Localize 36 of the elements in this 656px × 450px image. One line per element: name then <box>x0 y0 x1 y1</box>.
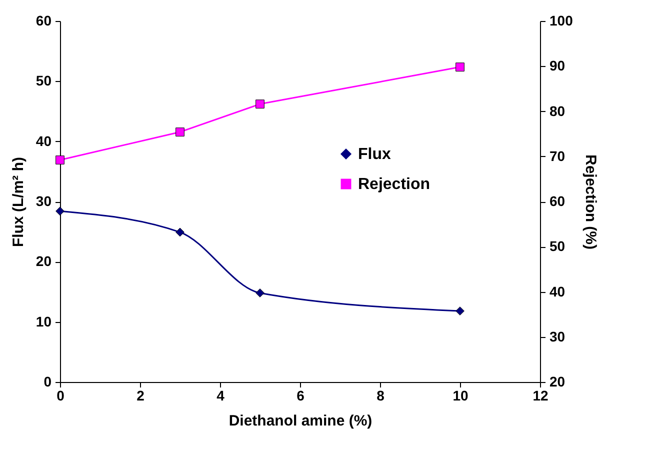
y-axis-title: Flux (L/m² h) <box>10 157 27 247</box>
y-tick-label: 40 <box>36 132 52 149</box>
x-tick-label: 2 <box>136 388 145 404</box>
x-tick-label: 6 <box>296 388 305 404</box>
y2-tick-label: 40 <box>550 283 566 300</box>
point <box>56 156 64 164</box>
y2-tick-label: 100 <box>550 12 574 28</box>
y-tick-label: 20 <box>36 253 52 270</box>
x-tick-label: 4 <box>216 388 225 404</box>
legend-label: Flux <box>358 146 391 163</box>
point <box>176 228 184 237</box>
y-tick-label: 10 <box>36 313 52 330</box>
y2-tick-label: 90 <box>550 58 566 74</box>
point <box>256 288 264 298</box>
x-tick-label: 10 <box>452 388 468 404</box>
y2-tick-label: 70 <box>550 148 566 164</box>
point <box>256 100 264 108</box>
y2-tick-label: 50 <box>550 238 566 254</box>
legend-label: Rejection <box>358 176 430 193</box>
point <box>56 206 64 216</box>
point <box>456 306 464 316</box>
x-tick-label: 12 <box>532 388 548 404</box>
y-tick-label: 60 <box>36 12 52 28</box>
y2-tick-label: 20 <box>550 374 566 390</box>
y-tick-label: 50 <box>36 72 52 89</box>
point <box>176 128 184 136</box>
x-axis-title: Diethanol amine (%) <box>228 412 372 430</box>
y2-tick-label: 60 <box>550 193 566 209</box>
y2-tick-label: 30 <box>550 328 566 344</box>
x-tick-label: 8 <box>376 388 385 404</box>
x-tick-label: 0 <box>56 388 65 404</box>
y-tick-label: 30 <box>36 193 52 209</box>
point <box>456 62 464 72</box>
y-tick-label: 0 <box>44 374 52 390</box>
y2-tick-label: 80 <box>550 102 566 119</box>
y2-axis-title: Rejection (%) <box>582 154 599 250</box>
